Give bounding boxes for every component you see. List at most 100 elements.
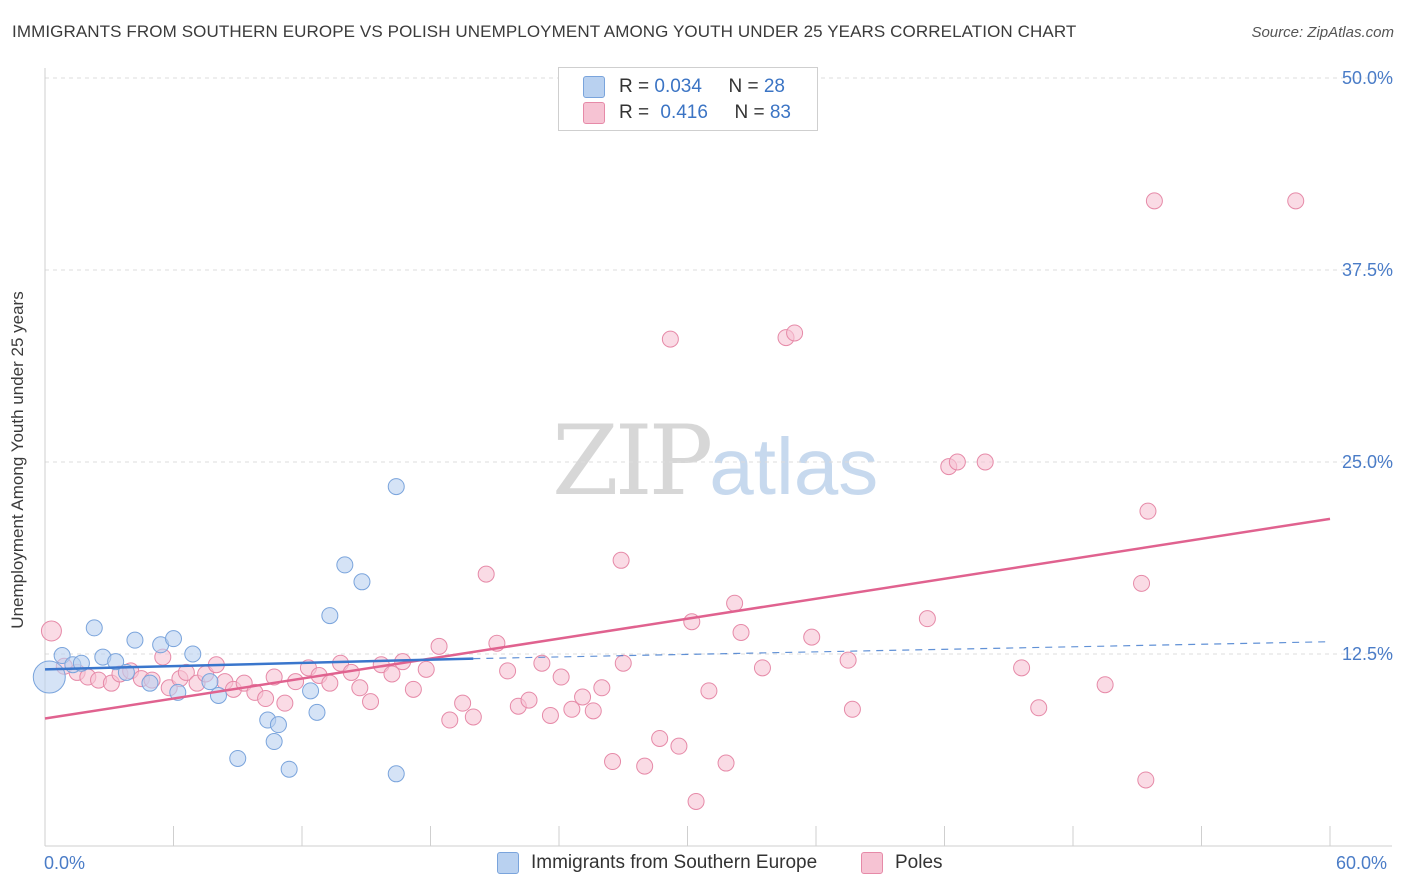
- watermark-atlas: atlas: [709, 422, 879, 511]
- poles-point-58: [687, 792, 705, 810]
- poles-point-63: [732, 623, 750, 641]
- legend-text-1: R = 0.034 N = 28: [619, 76, 785, 98]
- southern-europe-point-24: [336, 556, 354, 574]
- poles-point-13: [177, 663, 195, 681]
- source-label[interactable]: Source: ZipAtlas.com: [1251, 24, 1394, 41]
- series-legend: Immigrants from Southern Europe Poles: [0, 852, 1406, 878]
- series-legend-poles[interactable]: Poles: [861, 852, 943, 874]
- poles-point-50: [574, 688, 592, 706]
- series-legend-label-1: Immigrants from Southern Europe: [531, 852, 818, 873]
- poles-point-41: [477, 565, 495, 583]
- poles-point-75: [976, 453, 994, 471]
- southern-europe-point-9: [141, 674, 159, 692]
- poles-point-23: [276, 694, 294, 712]
- southern-europe-point-18: [265, 733, 283, 751]
- poles-point-68: [839, 651, 857, 669]
- poles-point-53: [604, 753, 622, 771]
- southern-europe-point-23: [321, 607, 339, 625]
- series-legend-label-2: Poles: [895, 852, 943, 873]
- chart-title: IMMIGRANTS FROM SOUTHERN EUROPE VS POLIS…: [12, 22, 1077, 41]
- poles-point-36: [417, 660, 435, 678]
- poles-point-77: [1030, 699, 1048, 717]
- y-tick-label-0: 12.5%: [1342, 644, 1393, 664]
- poles-point-71: [843, 700, 861, 718]
- poles-point-61: [717, 754, 735, 772]
- poles-point-64: [753, 659, 771, 677]
- southern-europe-point-11: [165, 630, 182, 648]
- poles-point-56: [651, 729, 669, 747]
- correlation-legend: R = 0.034 N = 28 R = 0.416 N = 83: [558, 67, 818, 131]
- poles-point-47: [541, 706, 559, 724]
- poles-point-33: [383, 665, 401, 683]
- poles-point-79: [1133, 574, 1151, 592]
- series-legend-southern-europe[interactable]: Immigrants from Southern Europe: [497, 852, 817, 874]
- southern-europe-trend-line: [44, 657, 474, 671]
- poles-point-82: [1145, 192, 1163, 210]
- southern-europe-point-8: [126, 631, 144, 649]
- poles-point-31: [362, 693, 380, 711]
- poles-point-39: [454, 694, 472, 712]
- legend-r-value-1: 0.034: [654, 76, 702, 97]
- legend-n-value-1: 28: [763, 76, 785, 97]
- legend-swatch-blue: [583, 76, 605, 98]
- gridlines: [45, 77, 1392, 655]
- legend-swatch-pink: [583, 102, 605, 124]
- y-tick-label-1: 25.0%: [1342, 452, 1393, 472]
- poles-point-80: [1137, 771, 1155, 789]
- poles-point-0: [40, 620, 62, 642]
- poles-point-51: [584, 702, 602, 720]
- southern-europe-point-0: [32, 660, 66, 694]
- southern-europe-point-27: [387, 765, 405, 783]
- poles-point-45: [520, 691, 538, 709]
- y-tick-label-2: 37.5%: [1342, 260, 1393, 280]
- poles-point-76: [1013, 659, 1031, 677]
- southern-europe-point-13: [184, 645, 202, 663]
- southern-europe-point-21: [302, 682, 320, 700]
- poles-point-60: [700, 682, 718, 700]
- poles-points: [40, 192, 1305, 810]
- poles-point-83: [1287, 192, 1305, 210]
- southern-europe-point-14: [201, 673, 219, 691]
- legend-r-label-2: R =: [619, 102, 655, 123]
- series-swatch-pink: [861, 852, 883, 874]
- poles-point-55: [636, 757, 654, 775]
- poles-point-72: [918, 610, 936, 628]
- legend-n-label-2: N =: [734, 102, 770, 123]
- legend-n-label-1: N =: [728, 76, 764, 97]
- x-max-label: 60.0%: [1336, 853, 1388, 873]
- poles-point-49: [563, 700, 581, 718]
- southern-europe-point-6: [107, 653, 125, 671]
- southern-europe-point-25: [353, 573, 371, 591]
- y-tick-label-3: 50.0%: [1342, 68, 1393, 88]
- poles-point-30: [351, 679, 369, 697]
- legend-text-2: R = 0.416 N = 83: [619, 102, 791, 124]
- southern-europe-points: [32, 478, 405, 783]
- poles-point-21: [257, 690, 275, 708]
- trend-lines: [44, 517, 1331, 720]
- poles-point-57: [670, 737, 688, 755]
- legend-r-value-2: 0.416: [660, 102, 708, 123]
- poles-point-48: [552, 668, 570, 686]
- poles-point-37: [430, 637, 448, 655]
- southern-europe-point-16: [229, 749, 247, 767]
- watermark-zip: ZIP: [552, 405, 713, 517]
- southern-europe-point-22: [308, 703, 326, 721]
- southern-europe-point-19: [269, 716, 287, 734]
- southern-europe-point-26: [387, 478, 405, 496]
- poles-point-74: [948, 453, 966, 471]
- poles-point-35: [404, 680, 422, 698]
- watermark: ZIPatlas: [552, 405, 878, 517]
- poles-trend-line: [44, 517, 1331, 720]
- southern-europe-point-4: [85, 619, 103, 637]
- poles-point-67: [803, 628, 821, 646]
- axes: [44, 68, 1392, 847]
- poles-point-27: [321, 674, 339, 692]
- southern-europe-point-20: [280, 760, 298, 778]
- southern-europe-trend-extension: [473, 641, 1331, 660]
- poles-point-66: [786, 324, 804, 342]
- series-swatch-blue: [497, 852, 519, 874]
- poles-point-69: [661, 330, 679, 348]
- poles-point-52: [593, 679, 611, 697]
- x-min-label: 0.0%: [44, 853, 86, 873]
- legend-n-value-2: 83: [769, 102, 791, 123]
